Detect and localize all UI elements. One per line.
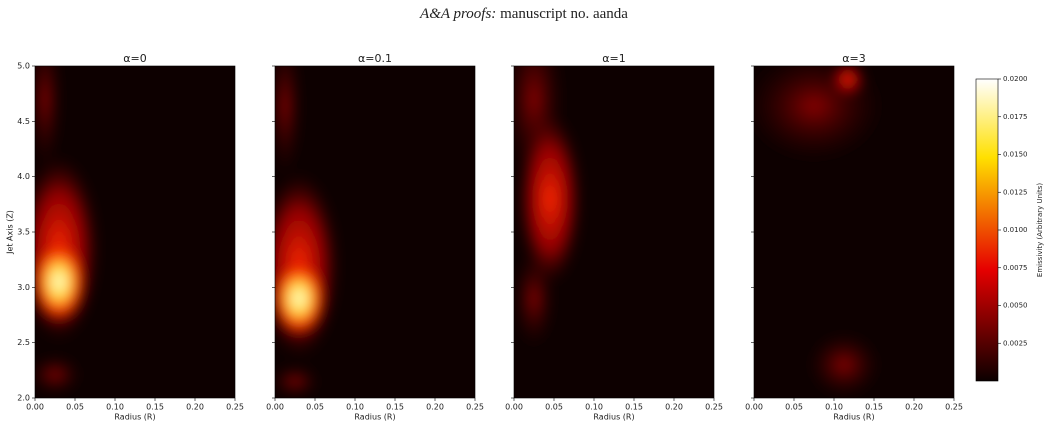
x-tick-label: 0.15 bbox=[625, 403, 643, 412]
emission-region bbox=[754, 66, 884, 163]
x-tick-label: 0.15 bbox=[386, 403, 404, 412]
colorbar-tick-label: 0.0200 bbox=[1003, 75, 1028, 83]
x-axis-label: Radius (R) bbox=[354, 413, 395, 422]
y-tick-label: 3.5 bbox=[17, 228, 30, 237]
emission-region bbox=[35, 238, 87, 325]
emission-region bbox=[35, 354, 81, 395]
emission-region bbox=[35, 66, 61, 173]
emission-region bbox=[275, 66, 301, 179]
colorbar-label: Emissivity (Arbitrary Units) bbox=[1036, 183, 1044, 277]
colorbar bbox=[975, 78, 999, 382]
x-tick-label: 0.05 bbox=[785, 403, 803, 412]
x-tick-label: 0.25 bbox=[466, 403, 484, 412]
y-axis-label: Jet Axis (Z) bbox=[6, 210, 15, 255]
x-tick-label: 0.10 bbox=[106, 403, 124, 412]
y-tick-label: 2.0 bbox=[17, 394, 30, 403]
x-tick-label: 0.10 bbox=[585, 403, 603, 412]
x-tick-label: 0.10 bbox=[825, 403, 843, 412]
heatmap-blur bbox=[275, 66, 339, 398]
heatmap bbox=[275, 66, 339, 398]
colorbar-tick-label: 0.0125 bbox=[1003, 188, 1028, 196]
x-tick-label: 0.05 bbox=[66, 403, 84, 412]
x-tick-label: 0.05 bbox=[306, 403, 324, 412]
emission-region bbox=[808, 331, 880, 398]
heatmap bbox=[754, 66, 884, 398]
colorbar-tick-label: 0.0075 bbox=[1003, 264, 1028, 272]
heatmap bbox=[514, 66, 582, 349]
x-tick-label: 0.10 bbox=[346, 403, 364, 412]
header: A&A proofs: manuscript no. aanda bbox=[419, 6, 628, 22]
header-italic: A&A proofs: bbox=[419, 6, 496, 22]
panel-title: α=0.1 bbox=[358, 52, 392, 65]
heatmap-blur bbox=[754, 66, 884, 398]
x-tick-label: 0.00 bbox=[266, 403, 284, 412]
x-tick-label: 0.00 bbox=[26, 403, 44, 412]
y-tick-label: 4.0 bbox=[17, 172, 30, 181]
x-tick-label: 0.20 bbox=[905, 403, 923, 412]
x-tick-label: 0.00 bbox=[505, 403, 523, 412]
x-tick-label: 0.25 bbox=[226, 403, 244, 412]
emission-region bbox=[832, 66, 864, 96]
heatmap bbox=[35, 66, 99, 395]
x-tick-label: 0.25 bbox=[945, 403, 963, 412]
x-axis-label: Radius (R) bbox=[114, 413, 155, 422]
emission-region bbox=[514, 248, 554, 349]
x-tick-label: 0.20 bbox=[186, 403, 204, 412]
x-tick-label: 0.25 bbox=[705, 403, 723, 412]
panel-title: α=1 bbox=[602, 52, 625, 65]
x-axis-label: Radius (R) bbox=[833, 413, 874, 422]
y-tick-label: 3.0 bbox=[17, 283, 30, 292]
colorbar-tick-label: 0.0150 bbox=[1003, 151, 1028, 159]
x-tick-label: 0.15 bbox=[865, 403, 883, 412]
x-tick-label: 0.20 bbox=[426, 403, 444, 412]
panel-title: α=3 bbox=[842, 52, 865, 65]
y-tick-label: 5.0 bbox=[17, 62, 30, 71]
y-tick-label: 4.5 bbox=[17, 117, 30, 126]
emission-region bbox=[275, 258, 327, 339]
panel-title: α=0 bbox=[123, 52, 146, 65]
colorbar-tick-label: 0.0100 bbox=[1003, 226, 1028, 234]
y-tick-label: 2.5 bbox=[17, 338, 30, 347]
x-tick-label: 0.20 bbox=[665, 403, 683, 412]
emission-region bbox=[275, 364, 319, 398]
x-tick-label: 0.05 bbox=[545, 403, 563, 412]
emission-region bbox=[518, 112, 582, 286]
colorbar-tick-label: 0.0175 bbox=[1003, 113, 1028, 121]
x-tick-label: 0.15 bbox=[146, 403, 164, 412]
heatmap-blur bbox=[35, 66, 99, 395]
colorbar-tick-label: 0.0050 bbox=[1003, 302, 1028, 310]
heatmap-blur bbox=[514, 66, 582, 349]
header-text: manuscript no. aanda bbox=[500, 6, 628, 22]
colorbar-tick-label: 0.0025 bbox=[1003, 339, 1028, 347]
x-tick-label: 0.00 bbox=[745, 403, 763, 412]
x-axis-label: Radius (R) bbox=[593, 413, 634, 422]
